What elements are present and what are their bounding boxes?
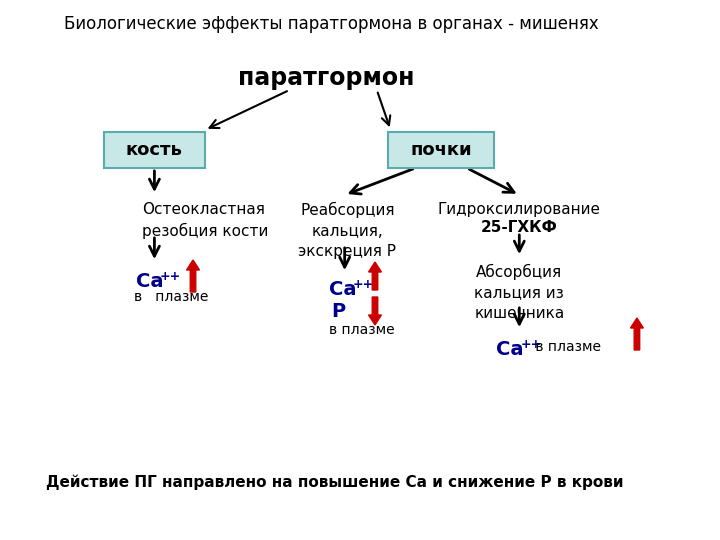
Polygon shape (369, 297, 382, 325)
Polygon shape (631, 318, 644, 350)
Text: Гидроксилирование: Гидроксилирование (438, 202, 600, 217)
Text: Реабсорция
кальция,
экскреция Р: Реабсорция кальция, экскреция Р (298, 202, 397, 259)
Text: кость: кость (126, 141, 183, 159)
Text: P: P (331, 302, 345, 321)
Text: Ca: Ca (329, 280, 356, 299)
Text: Ca: Ca (136, 272, 163, 291)
Text: ++: ++ (160, 270, 181, 283)
Text: в плазме: в плазме (329, 323, 395, 337)
Polygon shape (369, 262, 382, 290)
Text: в   плазме: в плазме (134, 290, 209, 304)
Text: Действие ПГ направлено на повышение Са и снижение Р в крови: Действие ПГ направлено на повышение Са и… (46, 474, 624, 490)
FancyBboxPatch shape (104, 132, 205, 168)
Text: ++: ++ (353, 278, 374, 291)
FancyBboxPatch shape (388, 132, 494, 168)
Text: Биологические эффекты паратгормона в органах - мишенях: Биологические эффекты паратгормона в орг… (63, 15, 598, 33)
Text: в плазме: в плазме (531, 340, 601, 354)
Text: ++: ++ (521, 338, 541, 351)
Text: 25-ГХКФ: 25-ГХКФ (481, 220, 558, 235)
Text: Ca: Ca (496, 340, 524, 359)
Text: Абсорбция
кальция из
кишечника: Абсорбция кальция из кишечника (474, 264, 564, 321)
Polygon shape (186, 260, 199, 292)
Text: почки: почки (410, 141, 472, 159)
Text: Остеокластная
резобция кости: Остеокластная резобция кости (143, 202, 269, 239)
Text: паратгормон: паратгормон (238, 66, 415, 90)
